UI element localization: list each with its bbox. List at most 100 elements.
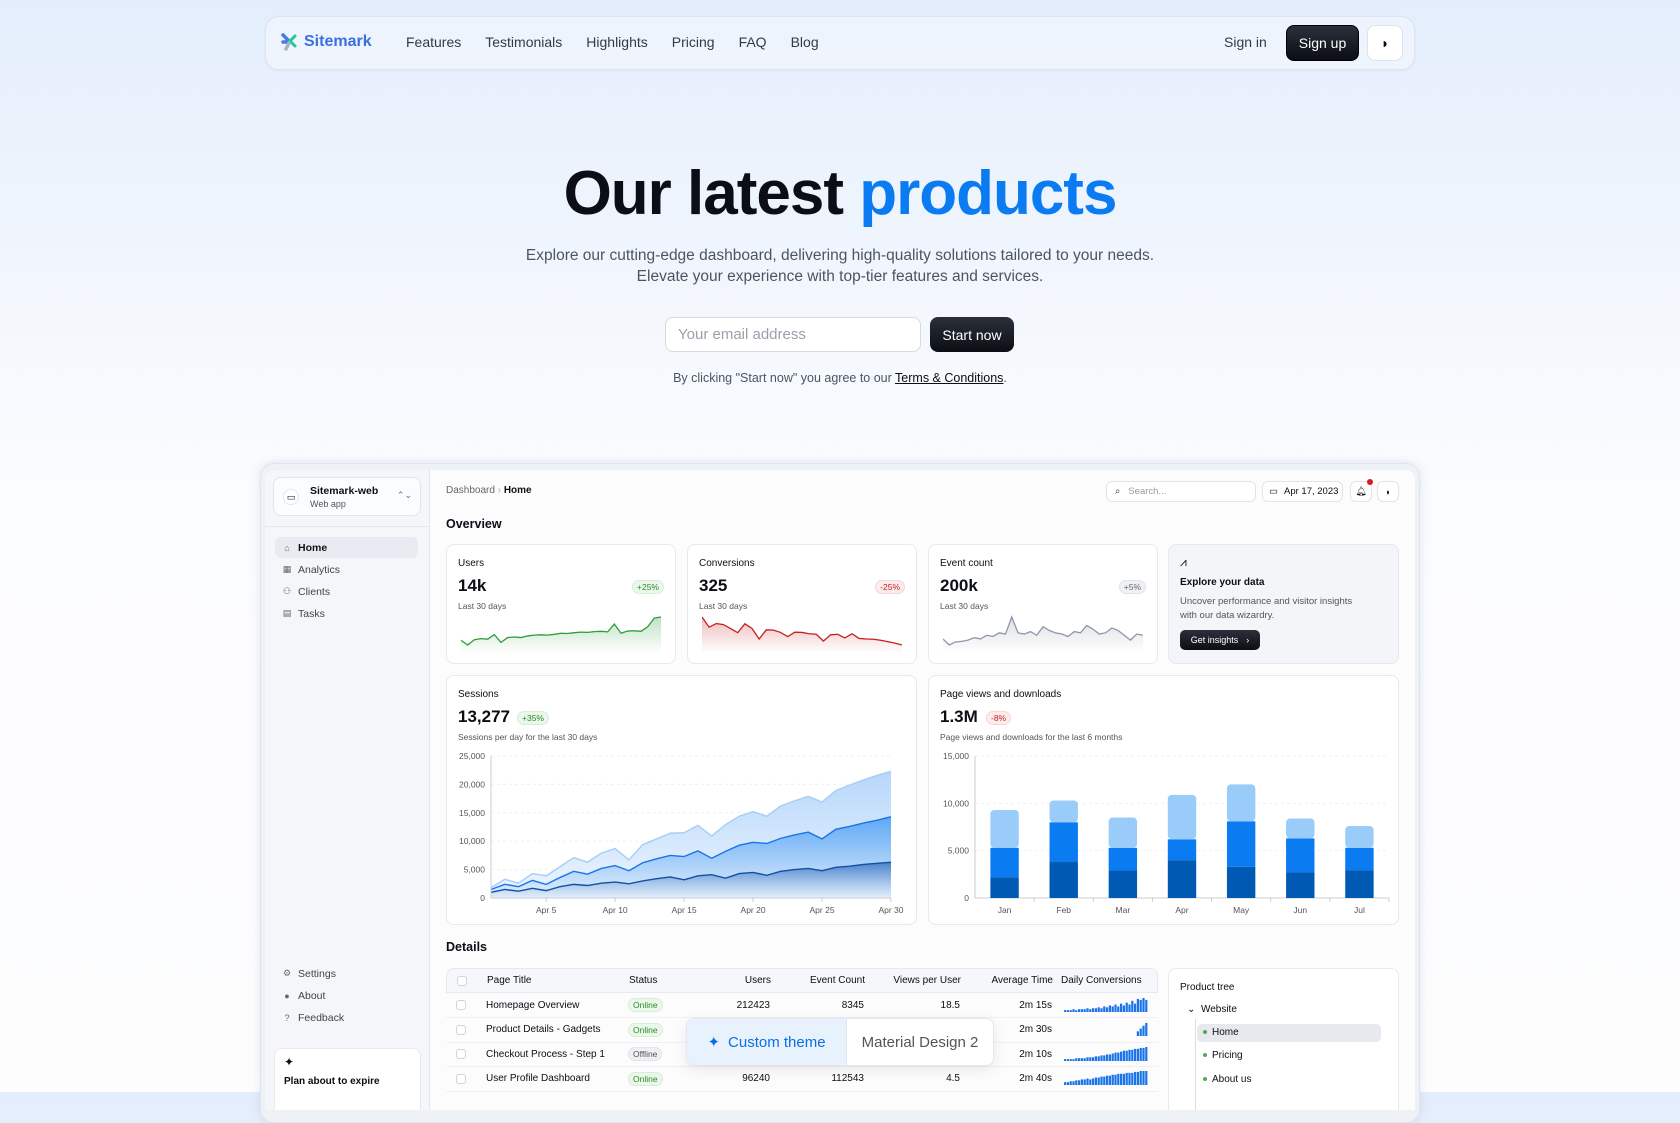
nav-testimonials[interactable]: Testimonials [485, 34, 563, 50]
conversion-bar [1122, 1004, 1125, 1012]
status-badge: Online [628, 1022, 663, 1037]
conversion-bar [1122, 1073, 1125, 1085]
trend-badge: -25% [875, 580, 905, 594]
sidebar-item-feedback[interactable]: ? Feedback [275, 1007, 418, 1028]
x-tick-label: Feb [1056, 905, 1071, 915]
brand-logo[interactable]: Sitemark [280, 32, 372, 52]
bar-segment [1167, 860, 1197, 898]
conversion-bar [1066, 1058, 1069, 1061]
conversion-bar [1092, 1056, 1095, 1061]
tree-node-website[interactable]: ⌄ Website [1187, 1004, 1237, 1015]
conversion-bar [1083, 1008, 1086, 1012]
sidebar-item-tasks[interactable]: ▤ Tasks [275, 603, 418, 624]
row-checkbox[interactable] [456, 1024, 466, 1035]
status-dot [1203, 1053, 1207, 1058]
search-input[interactable]: ⌕ Search... [1106, 481, 1256, 502]
sign-up-button[interactable]: Sign up [1286, 25, 1359, 61]
trend-badge: +5% [1118, 580, 1146, 594]
column-header[interactable]: Average Time [991, 975, 1053, 986]
x-tick-label: Apr 10 [603, 905, 628, 915]
conversion-bar [1069, 1081, 1072, 1085]
bar-segment [1108, 817, 1138, 848]
conversion-bar [1139, 1047, 1142, 1061]
sidebar-item-settings[interactable]: ⚙ Settings [275, 963, 418, 984]
x-tick-label: Apr 5 [536, 905, 557, 915]
sign-in-button[interactable]: Sign in [1224, 34, 1267, 50]
column-header[interactable]: Page Title [487, 975, 532, 986]
bar-segment [1286, 872, 1315, 898]
tree-node-pricing[interactable]: Pricing [1203, 1050, 1243, 1061]
bar-segment [1286, 818, 1315, 839]
tree-guide [1195, 1019, 1196, 1110]
bar-segment [1345, 847, 1374, 871]
sidebar-item-analytics[interactable]: ▦ Analytics [275, 559, 418, 580]
sidebar-item-about[interactable]: ● About [275, 985, 418, 1006]
conversion-bar [1131, 1049, 1134, 1061]
conversion-bar [1128, 1004, 1131, 1012]
column-header[interactable]: Views per User [893, 975, 961, 986]
conversion-bar [1142, 997, 1145, 1012]
hero-title-highlight: products [859, 159, 1117, 228]
tree-node-home[interactable]: Home [1197, 1024, 1381, 1042]
site-selector[interactable]: ▭ Sitemark-web Web app ⌃⌄ [273, 477, 421, 516]
daily-conversions-cell [1052, 996, 1158, 1015]
material-design-label: Material Design 2 [861, 1033, 979, 1051]
conversion-bar [1103, 1054, 1106, 1061]
conversion-bar [1117, 1052, 1120, 1061]
column-header[interactable]: Daily Conversions [1061, 975, 1142, 986]
date-picker[interactable]: ▭ Apr 17, 2023 [1262, 481, 1343, 502]
breadcrumb-current: Home [503, 485, 532, 496]
sidebar-item-home[interactable]: ⌂ Home [275, 537, 418, 558]
home-icon: ⌂ [284, 542, 290, 553]
column-header[interactable]: Status [629, 975, 658, 986]
nav-pricing[interactable]: Pricing [671, 34, 715, 50]
conversion-bar [1092, 1078, 1095, 1085]
sidebar: ▭ Sitemark-web Web app ⌃⌄ ⌂ Home ▦ Analyti… [265, 470, 430, 1110]
row-checkbox[interactable] [456, 1000, 466, 1010]
conversion-bar [1089, 1008, 1092, 1012]
theme-toggle-button[interactable]: ◗ [1367, 25, 1403, 61]
column-header[interactable]: Event Count [809, 975, 865, 986]
notifications-button[interactable]: 🔔︎ [1350, 479, 1373, 502]
row-checkbox[interactable] [456, 1049, 466, 1059]
bar-segment [1049, 800, 1078, 823]
nav-blog[interactable]: Blog [790, 34, 819, 50]
nav-faq[interactable]: FAQ [738, 34, 767, 50]
start-now-button[interactable]: Start now [930, 317, 1014, 352]
table-row[interactable]: User Profile Dashboard Online 96240 1125… [446, 1067, 1158, 1092]
custom-theme-option[interactable]: ✦ Custom theme [687, 1019, 847, 1065]
email-input[interactable] [665, 317, 921, 352]
sidebar-item-clients[interactable]: ⚇ Clients [275, 581, 418, 602]
terms-link[interactable]: Terms & Conditions [895, 371, 1004, 385]
status-dot [1203, 1077, 1207, 1082]
bar-segment [1345, 870, 1374, 898]
theme-toggle-button[interactable]: ◗ [1377, 481, 1399, 502]
column-header[interactable]: Users [744, 975, 771, 986]
conversion-bar [1114, 1052, 1117, 1061]
conversion-bar [1145, 1071, 1148, 1085]
sidebar-item-label: Analytics [298, 563, 341, 576]
bar-segment [1049, 822, 1078, 863]
chevron-updown-icon: ⌃⌄ [396, 490, 412, 500]
nav-features[interactable]: Features [406, 34, 462, 50]
material-design-option[interactable]: Material Design 2 [847, 1019, 993, 1065]
conversion-bar [1064, 1082, 1067, 1085]
nav-highlights[interactable]: Highlights [586, 34, 648, 50]
table-row[interactable]: Homepage Overview Online 212423 8345 18.… [446, 993, 1158, 1018]
conversion-bar [1069, 1058, 1072, 1061]
get-insights-button[interactable]: Get insights › [1180, 630, 1260, 650]
tree-node-label: Website [1200, 1004, 1237, 1015]
breadcrumb-root[interactable]: Dashboard [446, 485, 495, 496]
conversion-bar [1103, 1076, 1106, 1085]
conversion-bar [1075, 1009, 1078, 1012]
plan-title: Plan about to expire [284, 1076, 380, 1087]
select-all-checkbox[interactable] [457, 975, 467, 986]
table-row[interactable]: Checkout Process - Step 1 Offline 2m 10s [446, 1042, 1158, 1067]
row-checkbox[interactable] [456, 1073, 466, 1084]
chevron-right-icon: › [497, 485, 502, 496]
area-fill-2 [491, 862, 891, 898]
trend-badge: +25% [632, 580, 664, 594]
conversion-bar [1086, 1078, 1089, 1085]
tree-node-about[interactable]: About us [1203, 1074, 1251, 1085]
sparkline-area [943, 617, 1143, 653]
